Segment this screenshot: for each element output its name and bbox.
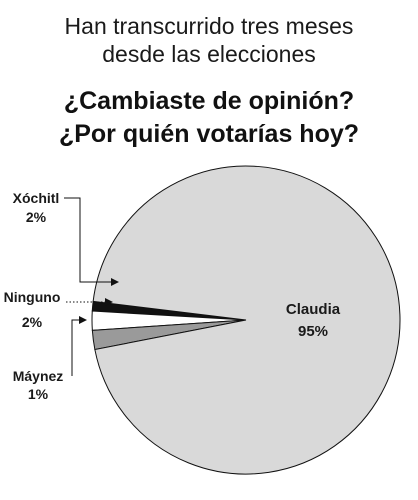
pie-slice-claudia	[92, 165, 401, 475]
slice-label-claudia: Claudia	[286, 301, 341, 318]
slice-label-ninguno: Ninguno	[4, 289, 61, 305]
slice-value-ninguno: 2%	[22, 314, 43, 330]
slice-value-maynez: 1%	[28, 386, 49, 402]
pie-labels: Claudia 95% Xóchitl 2% Ninguno 2% Máynez 1%	[4, 190, 341, 402]
pie-callouts	[64, 197, 119, 376]
slice-value-claudia: 95%	[298, 323, 328, 340]
pie-slices	[91, 165, 401, 475]
callout-line-maynez	[71, 316, 87, 376]
chart-subtitle-line-2: desde las elecciones	[102, 41, 316, 67]
slice-label-xochitl: Xóchitl	[13, 190, 60, 206]
callout-line-xochitl	[64, 197, 119, 286]
chart-title-line-2: ¿Por quién votarías hoy?	[58, 120, 360, 148]
slice-value-xochitl: 2%	[26, 209, 47, 225]
chart-subtitle-line-1: Han transcurrido tres meses	[64, 13, 354, 39]
chart-title-line-1: ¿Cambiaste de opinión?	[63, 87, 355, 115]
slice-label-maynez: Máynez	[13, 368, 64, 384]
